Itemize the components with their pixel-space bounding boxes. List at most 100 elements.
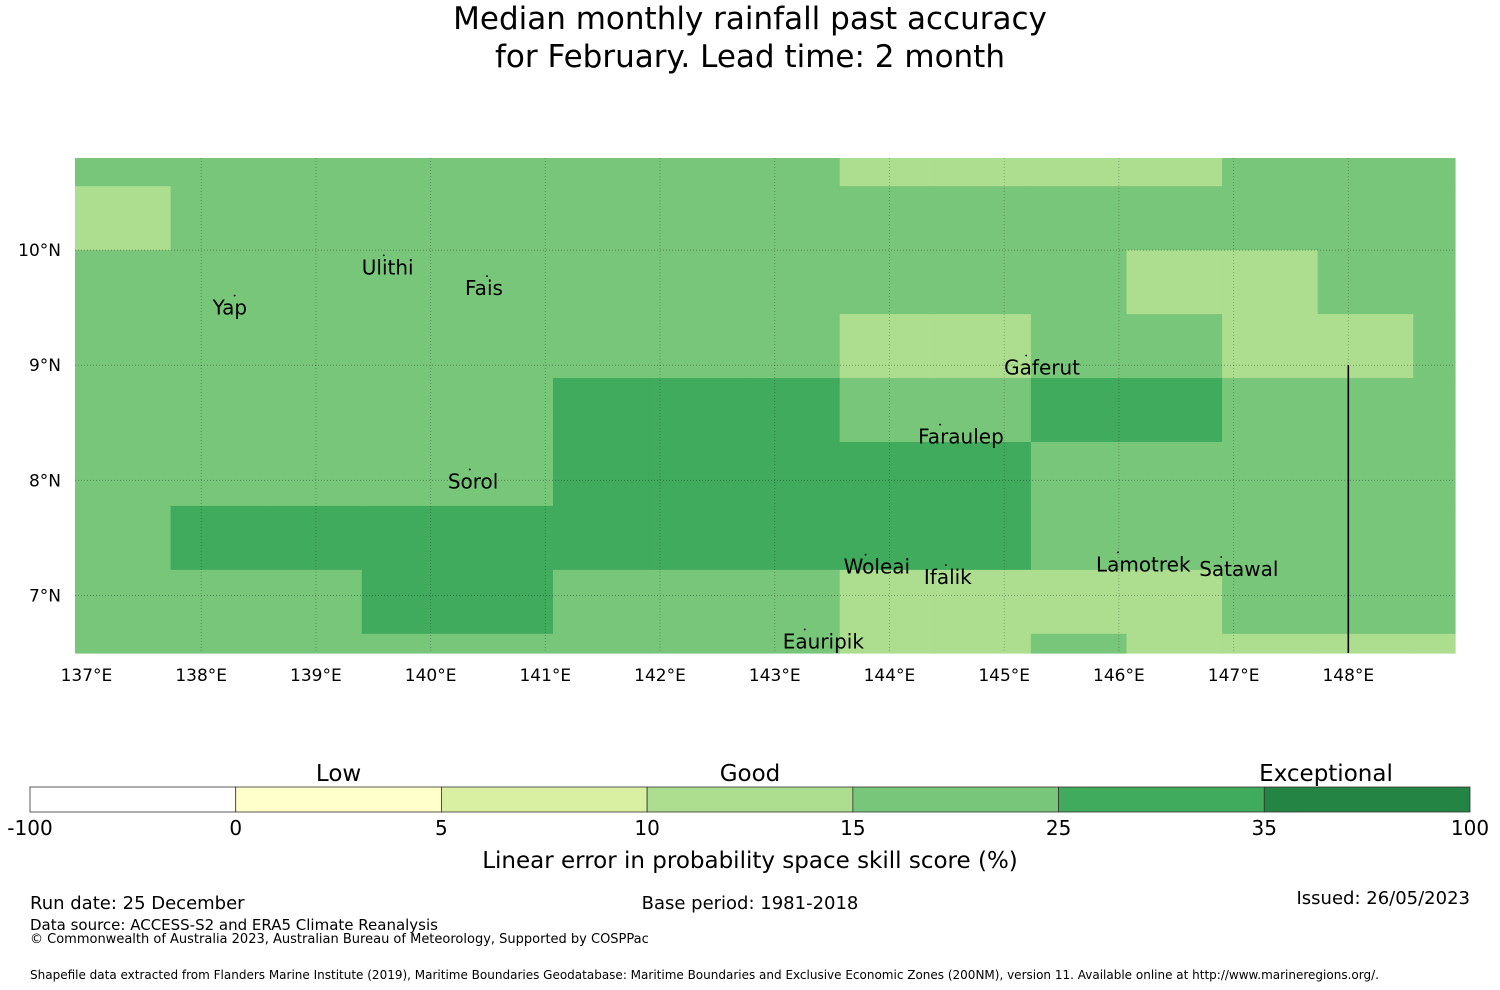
- grid-cell: [75, 505, 172, 571]
- grid-cell: [935, 569, 1032, 635]
- grid-cell: [266, 441, 363, 507]
- grid-cell: [552, 186, 650, 251]
- grid-cell: [1413, 314, 1456, 379]
- grid-cell: [1126, 250, 1223, 315]
- grid-cell: [1030, 505, 1128, 571]
- colorbar-tick-label: 10: [634, 816, 659, 840]
- grid-cell: [170, 314, 267, 379]
- grid-cell: [457, 158, 554, 187]
- lon-tick-label: 144°E: [864, 666, 916, 686]
- colorbar-tick-label: 5: [435, 816, 448, 840]
- grid-cell: [1126, 314, 1223, 379]
- grid-cell: [75, 158, 172, 187]
- grid-cell: [457, 250, 554, 315]
- colorbar-segment: [29, 786, 237, 813]
- grid-cell: [75, 250, 172, 315]
- grid-cell: [457, 378, 554, 443]
- colorbar: -100 0 5 10 15 25 35 100 Low Good Exceptional Linea…: [7, 761, 1489, 874]
- grid-cell: [170, 186, 267, 251]
- grid-cell: [75, 314, 172, 379]
- grid-cell: [1030, 569, 1128, 635]
- grid-cell: [457, 569, 554, 635]
- grid-cell: [648, 633, 745, 654]
- data-source: Data source: ACCESS-S2 and ERA5 Climate …: [30, 916, 438, 934]
- grid-cell: [1126, 441, 1223, 507]
- lon-tick-label: 142°E: [634, 666, 686, 686]
- grid-cell: [744, 633, 841, 654]
- grid-cell: [744, 158, 841, 187]
- grid-cell: [648, 569, 745, 635]
- lon-tick-label: 143°E: [749, 666, 801, 686]
- grid-cell: [361, 441, 458, 507]
- grid-cell: [361, 633, 458, 654]
- grid-cell: [1317, 378, 1414, 443]
- grid-cell: [457, 186, 554, 251]
- grid-cell: [1413, 378, 1456, 443]
- grid-cell: [552, 569, 650, 635]
- place-label: Gaferut: [1004, 356, 1080, 380]
- grid-cell: [935, 186, 1032, 251]
- grid-cell: [1413, 569, 1456, 635]
- grid-cell: [361, 569, 458, 635]
- chart-title: Median monthly rainfall past accuracy fo…: [0, 0, 1500, 76]
- grid-cell: [1317, 441, 1414, 507]
- grid-cell: [266, 250, 363, 315]
- grid-cell: [1222, 186, 1319, 251]
- colorbar-tick-label: 25: [1046, 816, 1071, 840]
- grid-cell: [648, 314, 745, 379]
- grid-cell: [552, 505, 650, 571]
- place-label: Fais: [465, 276, 503, 300]
- island-marker: [382, 254, 385, 257]
- colorbar-category-label: Exceptional: [1259, 761, 1393, 787]
- grid-cell: [935, 378, 1032, 443]
- island-marker: [1220, 556, 1223, 558]
- grid-cell: [457, 505, 554, 571]
- grid-cell: [552, 314, 650, 379]
- island-marker: [1025, 354, 1028, 357]
- grid-cell: [935, 250, 1032, 315]
- grid-cell: [839, 378, 936, 443]
- grid-cell: [1413, 633, 1456, 654]
- place-label: Satawal: [1199, 557, 1278, 581]
- colorbar-segment: [1263, 786, 1471, 813]
- grid-cell: [170, 441, 267, 507]
- place-labels: Yap Ulithi Fais Gaferut Faraulep Sorol Woleai I…: [212, 254, 1278, 653]
- grid-cell: [361, 505, 458, 571]
- grid-cell: [361, 186, 458, 251]
- grid-cell: [1030, 633, 1128, 654]
- grid-cell: [266, 378, 363, 443]
- grid-cell: [935, 314, 1032, 379]
- grid-cell: [839, 186, 936, 251]
- place-label: Ulithi: [362, 255, 414, 279]
- grid-cell: [1317, 158, 1414, 187]
- issued-date: Issued: 26/05/2023: [1296, 888, 1470, 909]
- run-date: Run date: 25 December: [30, 893, 245, 914]
- grid-cell: [1317, 186, 1414, 251]
- skill-grid: [75, 158, 1456, 654]
- grid-cell: [1317, 505, 1414, 571]
- lat-tick-label: 9°N: [29, 356, 61, 376]
- island-marker: [233, 294, 236, 297]
- grid-cell: [839, 250, 936, 315]
- lon-tick-label: 139°E: [290, 666, 342, 686]
- grid-cell: [170, 569, 267, 635]
- grid-cell: [1317, 250, 1414, 315]
- colorbar-category-label: Low: [316, 761, 361, 787]
- place-label: Lamotrek: [1096, 552, 1191, 576]
- grid-cell: [1030, 314, 1128, 379]
- grid-cell: [552, 633, 650, 654]
- grid-cell: [457, 633, 554, 654]
- colorbar-tick-label: 100: [1451, 816, 1489, 840]
- grid-cell: [1413, 250, 1456, 315]
- grid-cell: [1126, 569, 1223, 635]
- place-label: Woleai: [844, 555, 911, 579]
- island-marker: [803, 628, 806, 631]
- colorbar-segment: [235, 786, 442, 813]
- grid-cell: [1222, 569, 1319, 635]
- base-period: Base period: 1981-2018: [641, 893, 859, 914]
- grid-cell: [75, 378, 172, 443]
- grid-cell: [1126, 505, 1223, 571]
- grid-cell: [1413, 186, 1456, 251]
- grid-cell: [1126, 186, 1223, 251]
- grid-cell: [839, 569, 936, 635]
